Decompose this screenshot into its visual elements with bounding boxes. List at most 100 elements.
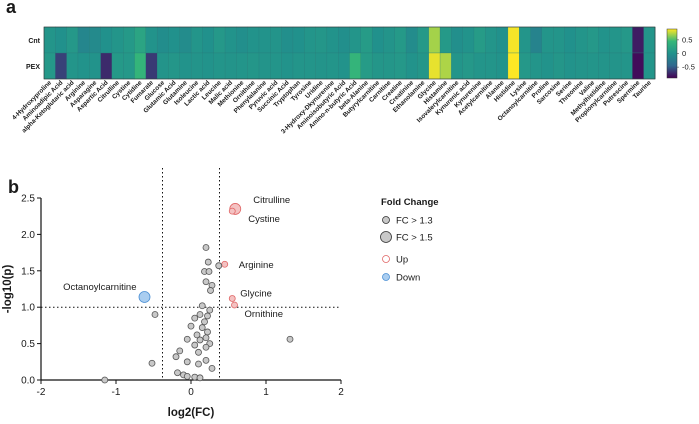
heatmap-cell — [236, 26, 249, 54]
heatmap-cell — [405, 26, 418, 54]
heatmap-cell — [564, 52, 577, 80]
data-point — [148, 359, 156, 367]
x-tick-label: 0 — [188, 387, 194, 398]
data-point — [191, 314, 199, 322]
data-point — [151, 311, 159, 318]
heatmap-cell — [270, 52, 283, 80]
heatmap-cell — [428, 52, 441, 80]
data-point — [196, 311, 204, 318]
heatmap-cell — [360, 52, 373, 80]
y-tick-label: 1.5 — [21, 266, 35, 277]
heatmap-cell — [123, 52, 135, 80]
legend-label: FC > 1.3 — [396, 216, 433, 227]
heatmap-cell — [89, 52, 102, 80]
legend-label: Up — [396, 255, 408, 266]
data-point — [198, 324, 206, 331]
data-point — [204, 258, 212, 266]
heatmap-cell — [156, 26, 169, 54]
y-tick-label: 0.5 — [21, 339, 35, 350]
heatmap-cell — [89, 26, 102, 54]
heatmap-cell — [383, 26, 396, 54]
volcano-legend: Fold Change FC > 1.3 FC > 1.5 Up Down — [380, 197, 439, 284]
panel-a-label: a — [6, 0, 17, 17]
x-tick-label: -1 — [112, 387, 121, 398]
heatmap-cell — [247, 52, 260, 80]
heatmap-cell — [598, 26, 611, 54]
heatmap-cell — [224, 26, 237, 54]
heatmap-cell — [55, 26, 68, 54]
heatmap-cell — [236, 52, 249, 80]
heatmap-cell — [77, 52, 90, 80]
data-point — [208, 364, 216, 372]
data-point — [215, 262, 223, 270]
heatmap-cell — [530, 26, 543, 54]
heatmap-cell — [281, 26, 294, 54]
point-label: Octanoylcarnitine — [63, 282, 136, 293]
data-point — [191, 341, 199, 349]
heatmap-cell — [258, 26, 271, 54]
data-point — [202, 356, 210, 364]
heatmap-cell — [168, 52, 181, 80]
data-point — [201, 318, 208, 326]
legend-title: Fold Change — [381, 197, 439, 208]
heatmap-cell — [643, 26, 656, 54]
heatmap-cell — [632, 52, 645, 80]
heatmap-cell — [190, 52, 203, 80]
data-point — [196, 336, 204, 344]
heatmap-cell — [304, 52, 317, 80]
heatmap-cell — [134, 52, 147, 80]
heatmap-cell — [473, 52, 486, 80]
heatmap-cell — [326, 52, 339, 80]
heatmap-cell — [496, 52, 509, 80]
heatmap-cell — [77, 26, 90, 54]
data-point — [195, 348, 202, 356]
heatmap-cell — [428, 26, 441, 54]
heatmap-cell — [349, 26, 362, 54]
heatmap-cell — [394, 26, 407, 54]
heatmap-cell — [575, 26, 588, 54]
data-point — [231, 301, 238, 309]
heatmap-cell — [349, 52, 362, 80]
heatmap-cell — [190, 26, 203, 54]
colorbar-tick-label: 0 — [682, 49, 686, 58]
data-point — [204, 312, 211, 320]
heatmap-cell — [496, 26, 509, 54]
x-tick-label: 2 — [338, 387, 344, 398]
heatmap-cell — [168, 26, 181, 54]
heatmap-cell — [66, 26, 79, 54]
heatmap-cell — [575, 52, 588, 80]
heatmap-cell — [100, 26, 113, 54]
legend-label: Down — [396, 273, 420, 284]
heatmap-cell — [417, 52, 430, 80]
heatmap-cell — [530, 52, 543, 80]
heatmap-cell — [292, 26, 305, 54]
heatmap-cell — [541, 52, 554, 80]
heatmap-cell — [609, 26, 622, 54]
heatmap-cell — [315, 52, 328, 80]
data-point — [101, 376, 109, 384]
heatmap-cell — [304, 26, 317, 54]
data-point — [183, 358, 191, 366]
data-point — [221, 260, 229, 268]
heatmap-colorbar: 0.5 0 -0.5 — [666, 28, 695, 79]
heatmap-cell — [586, 26, 599, 54]
data-point — [202, 278, 210, 286]
y-tick-label: 2.5 — [21, 194, 35, 205]
heatmap-cell — [371, 52, 384, 80]
heatmap-cell — [598, 52, 611, 80]
panel-b-label: b — [8, 177, 19, 197]
heatmap-cell — [371, 26, 384, 54]
point-label: Cystine — [248, 214, 280, 225]
data-point — [202, 334, 210, 342]
heatmap-cell — [100, 52, 113, 80]
point-label: Ornithine — [245, 309, 284, 320]
data-point — [228, 207, 236, 215]
heatmap-border — [43, 26, 656, 80]
heatmap-cell — [586, 52, 599, 80]
heatmap-cell — [360, 26, 373, 54]
legend-marker — [382, 216, 390, 224]
heatmap-cell — [451, 26, 464, 54]
heatmap-cell — [111, 26, 124, 54]
y-tick-label: 0.0 — [21, 376, 35, 387]
